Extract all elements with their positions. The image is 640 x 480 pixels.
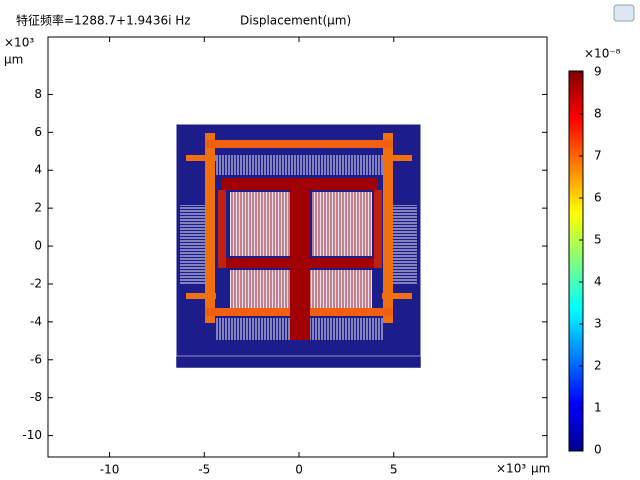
- colorbar-tick-label: 4: [594, 275, 602, 289]
- colorbar-tick-label: 7: [594, 149, 602, 163]
- y-scale: ×10³: [4, 36, 34, 50]
- y-tick-label: -10: [22, 428, 42, 442]
- colorbar-tick-label: 3: [594, 317, 602, 331]
- colorbar-tick-label: 0: [594, 443, 602, 457]
- colorbar-tick-label: 8: [594, 107, 602, 121]
- toolbar-button[interactable]: [613, 4, 635, 22]
- y-tick-label: 4: [34, 163, 42, 177]
- x-label: μm: [531, 462, 550, 476]
- y-tick-label: -6: [30, 352, 42, 366]
- y-tick-label: 6: [34, 125, 42, 139]
- x-tick-label: 5: [390, 463, 398, 477]
- colorbar-tick-label: 2: [594, 359, 602, 373]
- colorbar-tick-label: 1: [594, 401, 602, 415]
- x-tick-label: -10: [100, 463, 120, 477]
- subtitle: 特征频率=1288.7+1.9436i Hz: [16, 13, 191, 28]
- y-tick-label: 0: [34, 239, 42, 253]
- colorbar-scale: ×10⁻⁸: [584, 47, 621, 61]
- x-tick-label: -5: [198, 463, 210, 477]
- y-tick-label: 8: [34, 87, 42, 101]
- colorbar-tick-label: 5: [594, 233, 602, 247]
- colorbar: [568, 70, 584, 452]
- y-label: μm: [4, 53, 23, 67]
- colorbar-tick-label: 9: [594, 65, 602, 79]
- y-tick-label: -4: [30, 314, 42, 328]
- title: Displacement(μm): [240, 14, 351, 28]
- colorbar-tick-label: 6: [594, 191, 602, 205]
- y-tick-label: -8: [30, 390, 42, 404]
- x-tick-label: 0: [295, 463, 303, 477]
- x-scale: ×10³: [496, 462, 526, 476]
- device-geometry: [175, 123, 422, 369]
- y-tick-label: -2: [30, 276, 42, 290]
- y-tick-label: 2: [34, 201, 42, 215]
